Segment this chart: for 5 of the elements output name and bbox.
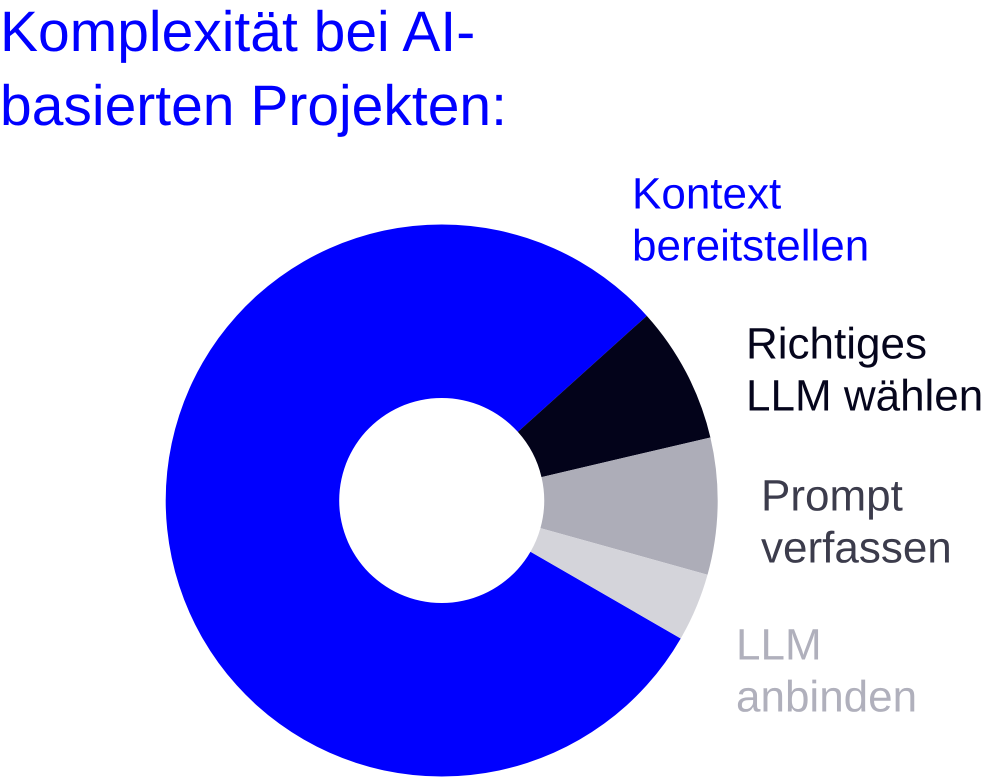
slice-label: LLM anbinden xyxy=(736,620,918,722)
slice-label: Richtiges LLM wählen xyxy=(746,320,984,420)
slice-label: Kontext bereitstellen xyxy=(632,170,870,270)
slice-label: Prompt verfassen xyxy=(761,472,952,572)
chart-title: Komplexität bei AI-basierten Projekten: xyxy=(0,0,508,140)
